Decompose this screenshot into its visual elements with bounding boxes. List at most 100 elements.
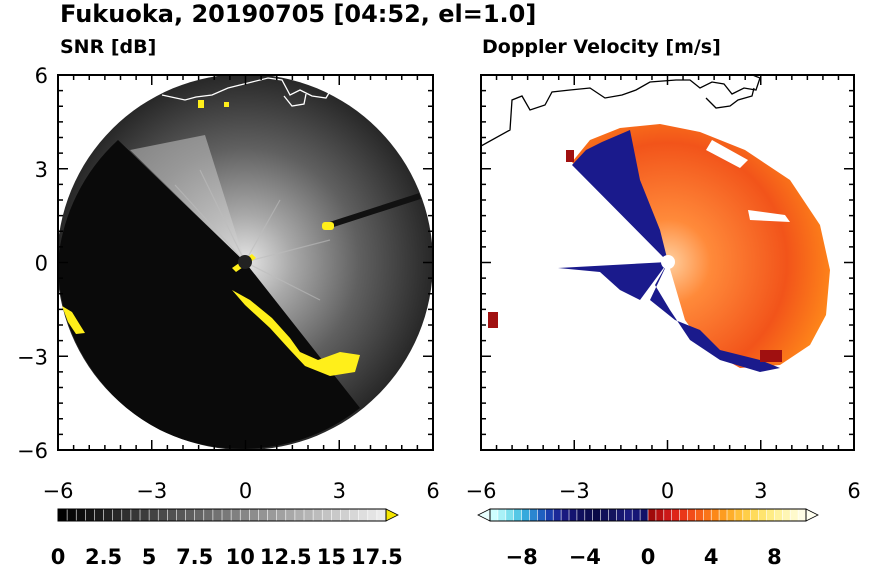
colorbar-segment <box>194 509 205 521</box>
snr-colorbar-label: 2.5 <box>85 545 122 569</box>
velocity-coastline <box>481 75 761 147</box>
velocity-panel-title: Doppler Velocity [m/s] <box>482 36 721 58</box>
colorbar-segment <box>750 509 759 521</box>
colorbar-segment <box>663 509 672 521</box>
y-tick-label: 6 <box>35 64 48 88</box>
colorbar-frame <box>57 508 387 522</box>
colorbar-segment <box>231 509 241 521</box>
colorbar-segment <box>276 509 287 521</box>
colorbar-segment <box>112 509 123 521</box>
velocity-colorbar-label: 0 <box>641 545 656 569</box>
colorbar-segment <box>608 509 617 521</box>
colorbar-segment <box>340 509 350 521</box>
colorbar-segment <box>616 509 625 521</box>
colorbar-segment <box>711 509 720 521</box>
x-tick-label: −6 <box>43 479 74 503</box>
colorbar-segment <box>294 509 305 521</box>
snr-colorbar <box>57 508 399 522</box>
colorbar-segment <box>695 509 704 521</box>
snr-colorbar-label: 7.5 <box>176 545 213 569</box>
colorbar-extend-max <box>805 508 819 522</box>
snr-panel-title: SNR [dB] <box>60 36 157 58</box>
colorbar-segment <box>249 509 259 521</box>
colorbar-segment <box>285 509 296 521</box>
colorbar-segment <box>140 509 150 521</box>
colorbar-segment <box>569 509 578 521</box>
colorbar-segment <box>158 509 168 521</box>
colorbar-segment <box>490 509 499 521</box>
figure-title: Fukuoka, 20190705 [04:52, el=1.0] <box>60 0 537 28</box>
colorbar-segment <box>798 509 807 521</box>
colorbar-labels: 0 2.5 5 7.5 10 12.5 15 17.5 −8 −4 0 4 8 <box>51 545 782 569</box>
snr-colorbar-label: 5 <box>142 545 157 569</box>
colorbar-segment <box>537 509 546 521</box>
snr-streaks <box>174 169 331 301</box>
colorbar-segment <box>103 509 113 521</box>
snr-radar-center <box>238 255 252 269</box>
colorbar-segment <box>185 509 195 521</box>
velocity-colorbar-label: 4 <box>704 545 719 569</box>
snr-coastline <box>161 77 333 101</box>
colorbar-segment <box>358 509 369 521</box>
colorbar-segment <box>267 509 277 521</box>
snr-colorbar-label: 0 <box>51 545 66 569</box>
colorbar-segment <box>553 509 562 521</box>
x-tick-label: 3 <box>754 479 767 503</box>
colorbar-segment <box>203 509 214 521</box>
colorbar-segment <box>513 509 522 521</box>
x-tick-label: 0 <box>239 479 252 503</box>
velocity-radar-center <box>661 255 675 269</box>
colorbar-segment <box>734 509 744 521</box>
colorbar-extend-min <box>477 508 491 522</box>
colorbar-segment <box>376 509 387 521</box>
velocity-gaps <box>706 140 790 222</box>
velocity-dark-red-fringe <box>488 150 782 362</box>
colorbar-segment <box>331 509 341 521</box>
colorbar-segment <box>640 509 649 521</box>
snr-coastline-island <box>283 93 307 107</box>
colorbar-segment <box>67 509 77 521</box>
colorbar-segment <box>576 509 586 521</box>
colorbar-segment <box>774 509 783 521</box>
x-tick-label: 6 <box>847 479 860 503</box>
snr-colorbar-label: 15 <box>317 545 346 569</box>
x-tick-label: 3 <box>333 479 346 503</box>
y-tick-label: −6 <box>17 439 48 463</box>
colorbar-segment <box>76 509 86 521</box>
colorbar-segment <box>584 509 593 521</box>
colorbar-segment <box>655 509 665 521</box>
velocity-colorbar <box>477 508 819 522</box>
colorbar-segment <box>632 509 641 521</box>
colorbar-segment <box>94 509 104 521</box>
colorbar-segment <box>304 509 314 521</box>
velocity-colorbar-label: −4 <box>569 545 601 569</box>
colorbar-segment <box>212 509 223 521</box>
x-tick-label: 0 <box>661 479 674 503</box>
axis-ticks <box>57 74 855 451</box>
snr-dark-ray <box>329 193 421 228</box>
x-tick-label: 6 <box>426 479 439 503</box>
colorbar-segment <box>497 509 507 521</box>
colorbar-segment <box>758 509 767 521</box>
colorbar-segment <box>727 509 736 521</box>
velocity-panel <box>481 75 830 372</box>
snr-colorbar-label: 17.5 <box>351 545 403 569</box>
colorbar-segment <box>790 509 799 521</box>
colorbar-segment <box>521 509 530 521</box>
x-tick-label: −6 <box>466 479 497 503</box>
y-tick-label: 3 <box>35 158 48 182</box>
colorbar-segment <box>679 509 688 521</box>
colorbar-segment <box>624 509 633 521</box>
colorbar-segment <box>258 509 268 521</box>
colorbar-segment <box>505 509 514 521</box>
velocity-coastline-island <box>705 87 755 109</box>
colorbar-segment <box>742 509 751 521</box>
colorbar-segment <box>367 509 378 521</box>
colorbar-segment <box>85 509 95 521</box>
colorbar-segment <box>687 509 696 521</box>
colorbar-segment <box>58 509 68 521</box>
colorbar-segment <box>240 509 250 521</box>
velocity-negative-regions <box>558 130 780 372</box>
colorbar-segment <box>592 509 601 521</box>
colorbar-segment <box>176 509 186 521</box>
